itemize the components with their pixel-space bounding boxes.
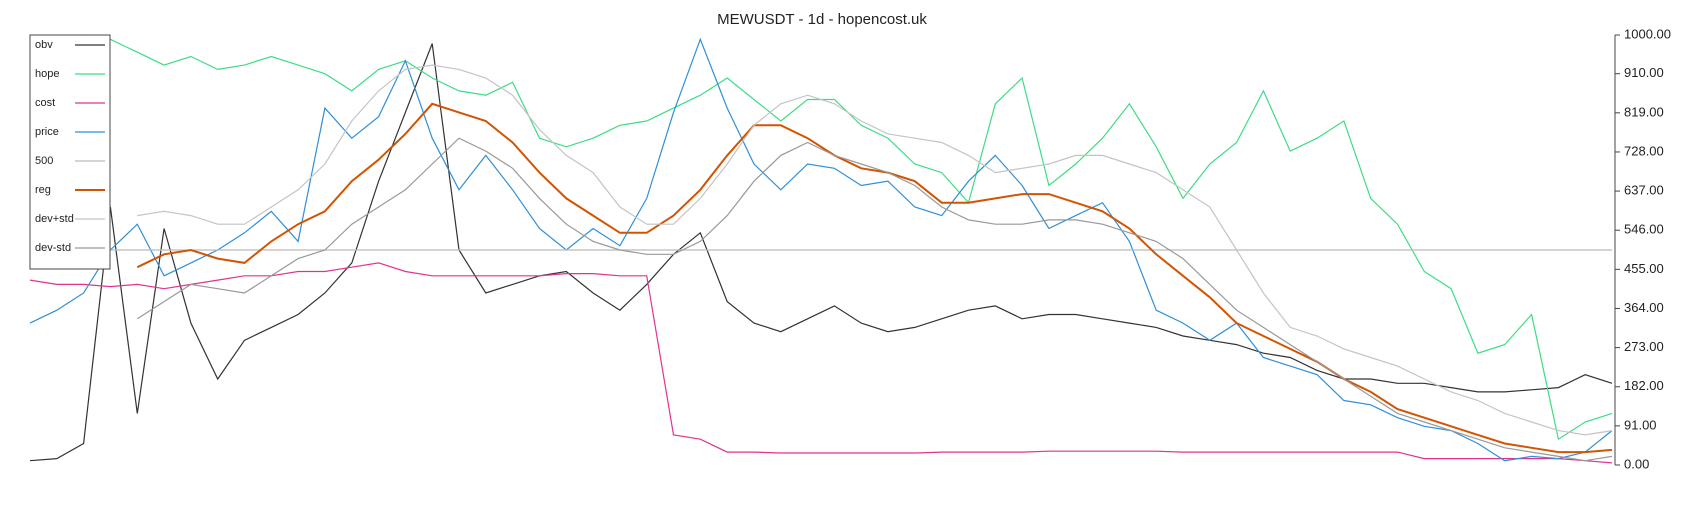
y-tick-label: 91.00 [1624, 417, 1657, 432]
y-tick-label: 637.00 [1624, 183, 1664, 198]
y-tick-label: 910.00 [1624, 65, 1664, 80]
y-tick-label: 455.00 [1624, 261, 1664, 276]
y-tick-label: 182.00 [1624, 378, 1664, 393]
series-line [29, 43, 1613, 462]
y-tick-label: 273.00 [1624, 339, 1664, 354]
legend-label: price [35, 126, 59, 138]
y-tick-label: 364.00 [1624, 300, 1664, 315]
y-tick-label: 0.00 [1624, 456, 1649, 471]
series-line [29, 37, 1613, 462]
series-line [136, 137, 1613, 462]
y-tick-label: 728.00 [1624, 143, 1664, 158]
series-line [136, 102, 1613, 454]
y-tick-label: 1000.00 [1624, 26, 1671, 41]
legend-label: obv [35, 39, 53, 51]
legend-label: dev+std [35, 213, 74, 225]
legend-label: cost [35, 97, 55, 109]
legend: obv hope cost price 500 reg dev+std dev-std [29, 34, 111, 270]
legend-label: reg [35, 184, 51, 196]
series-line [30, 34, 1613, 441]
series-line [29, 262, 1613, 464]
y-tick-label: 546.00 [1624, 222, 1664, 237]
legend-label: dev-std [35, 242, 71, 254]
chart-title: MEWUSDT - 1d - hopencost.uk [717, 11, 927, 28]
series-line [137, 64, 1613, 436]
y-tick-label: 819.00 [1624, 104, 1664, 119]
legend-label: 500 [35, 155, 53, 167]
legend-label: hope [35, 68, 59, 80]
